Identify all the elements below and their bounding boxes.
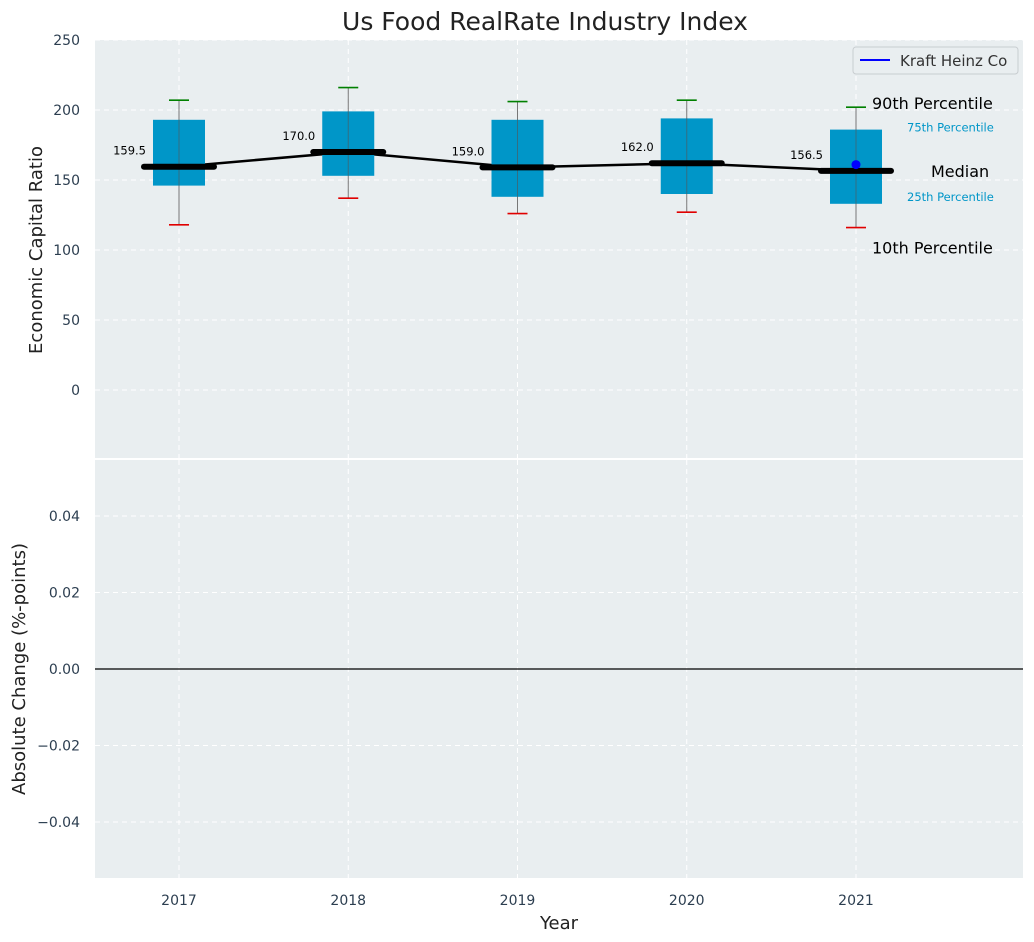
top-y-axis-label: Economic Capital Ratio: [26, 146, 47, 354]
bottom-y-tick-label: −0.02: [37, 739, 80, 755]
chart-title: Us Food RealRate Industry Index: [342, 7, 748, 36]
x-tick-label: 2020: [669, 893, 705, 909]
top-y-tick-label: 200: [53, 103, 80, 119]
annotation-p25: 25th Percentile: [907, 190, 994, 204]
x-tick-label: 2017: [161, 893, 197, 909]
bottom-y-tick-label: 0.04: [49, 509, 80, 525]
legend-label: Kraft Heinz Co: [900, 52, 1007, 70]
legend-box: [852, 46, 1019, 75]
median-value-label: 159.0: [452, 144, 485, 158]
bottom-y-tick-label: 0.02: [49, 586, 80, 602]
top-y-tick-label: 150: [53, 173, 80, 189]
x-ticks: 2017 2018 2019 2020 2021: [161, 893, 874, 909]
top-y-tick-label: 50: [62, 313, 80, 329]
legend: Kraft Heinz Co: [852, 46, 1019, 75]
median-value-label: 170.0: [282, 129, 315, 143]
top-y-tick-label: 250: [53, 33, 80, 49]
x-tick-label: 2021: [838, 893, 874, 909]
bottom-y-tick-label: 0.00: [49, 662, 80, 678]
top-boxes: 159.5 170.0 159.0 162.0 156.5: [113, 86, 894, 229]
top-y-ticks: 0 50 100 150 200 250: [53, 33, 80, 399]
x-tick-label: 2019: [500, 893, 536, 909]
top-y-tick-label: 100: [53, 243, 80, 259]
median-value-label: 162.0: [621, 140, 654, 154]
x-tick-label: 2018: [330, 893, 366, 909]
annotation-p90: 90th Percentile: [872, 94, 993, 113]
top-annotations: 90th Percentile 75th Percentile Median 25th…: [872, 94, 994, 257]
top-y-tick-label: 0: [71, 383, 80, 399]
bottom-y-ticks: −0.04 −0.02 0.00 0.02 0.04: [37, 509, 80, 831]
company-point: [851, 160, 861, 170]
annotation-p75: 75th Percentile: [907, 121, 994, 135]
bottom-y-axis-label: Absolute Change (%-points): [9, 543, 30, 795]
bottom-y-tick-label: −0.04: [37, 815, 80, 831]
annotation-median: Median: [931, 162, 989, 181]
top-grid: [95, 39, 1023, 459]
annotation-p10: 10th Percentile: [872, 239, 993, 258]
median-value-label: 159.5: [113, 144, 146, 158]
x-axis-label: Year: [539, 913, 579, 934]
median-value-label: 156.5: [790, 148, 823, 162]
